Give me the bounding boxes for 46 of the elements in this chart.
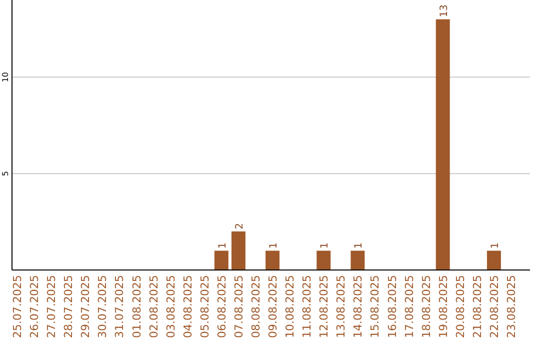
bar xyxy=(266,250,280,270)
x-tick-label: 18.08.2025 xyxy=(420,275,433,338)
x-tick-label: 26.07.2025 xyxy=(28,275,42,338)
x-tick-label: 02.08.2025 xyxy=(147,275,160,338)
x-tick-label: 30.07.2025 xyxy=(96,275,110,338)
bar xyxy=(350,250,365,270)
bar xyxy=(486,250,501,270)
x-tick-label: 25.07.2025 xyxy=(11,275,24,338)
x-tick-label: 17.08.2025 xyxy=(402,275,416,338)
x-tick-label: 10.08.2025 xyxy=(284,275,297,338)
bar xyxy=(436,19,450,270)
x-tick-label: 14.08.2025 xyxy=(352,275,365,338)
x-tick-label: 07.08.2025 xyxy=(232,275,246,338)
x-tick-label: 13.08.2025 xyxy=(334,275,348,338)
data-label: 1 xyxy=(217,242,228,249)
data-label: 1 xyxy=(354,242,365,249)
bar xyxy=(214,250,228,270)
x-tick-label: 12.08.2025 xyxy=(318,275,331,338)
x-tick-label: 05.08.2025 xyxy=(198,275,212,338)
data-label: 1 xyxy=(320,242,331,249)
x-tick-label: 20.08.2025 xyxy=(454,275,467,338)
x-tick-label: 09.08.2025 xyxy=(266,275,280,338)
bar xyxy=(231,231,246,270)
x-tick-label: 08.08.2025 xyxy=(249,275,262,338)
x-tick-label: 01.08.2025 xyxy=(130,275,144,338)
x-tick-label: 03.08.2025 xyxy=(164,275,178,338)
x-tick-label: 23.08.2025 xyxy=(504,275,518,338)
x-tick-label: 28.07.2025 xyxy=(62,275,76,338)
data-label: 13 xyxy=(438,4,450,18)
x-tick-label: 16.08.2025 xyxy=(386,275,399,338)
x-tick-label: 11.08.2025 xyxy=(300,275,314,338)
x-tick-label: 06.08.2025 xyxy=(215,275,228,338)
x-tick-label: 04.08.2025 xyxy=(181,275,194,338)
data-label: 1 xyxy=(490,242,501,249)
data-label: 2 xyxy=(234,223,246,230)
x-tick-label: 22.08.2025 xyxy=(488,275,501,338)
x-tick-label: 19.08.2025 xyxy=(436,275,450,338)
x-tick-label: 31.07.2025 xyxy=(113,275,126,338)
x-tick-label: 29.07.2025 xyxy=(79,275,92,338)
y-tick-label: 5 xyxy=(1,171,10,176)
data-label: 1 xyxy=(268,242,280,249)
x-tick-label: 27.07.2025 xyxy=(45,275,58,338)
x-tick-label: 21.08.2025 xyxy=(470,275,484,338)
x-tick-label: 15.08.2025 xyxy=(368,275,382,338)
y-tick-label: 10 xyxy=(1,72,10,82)
bar xyxy=(316,250,331,270)
